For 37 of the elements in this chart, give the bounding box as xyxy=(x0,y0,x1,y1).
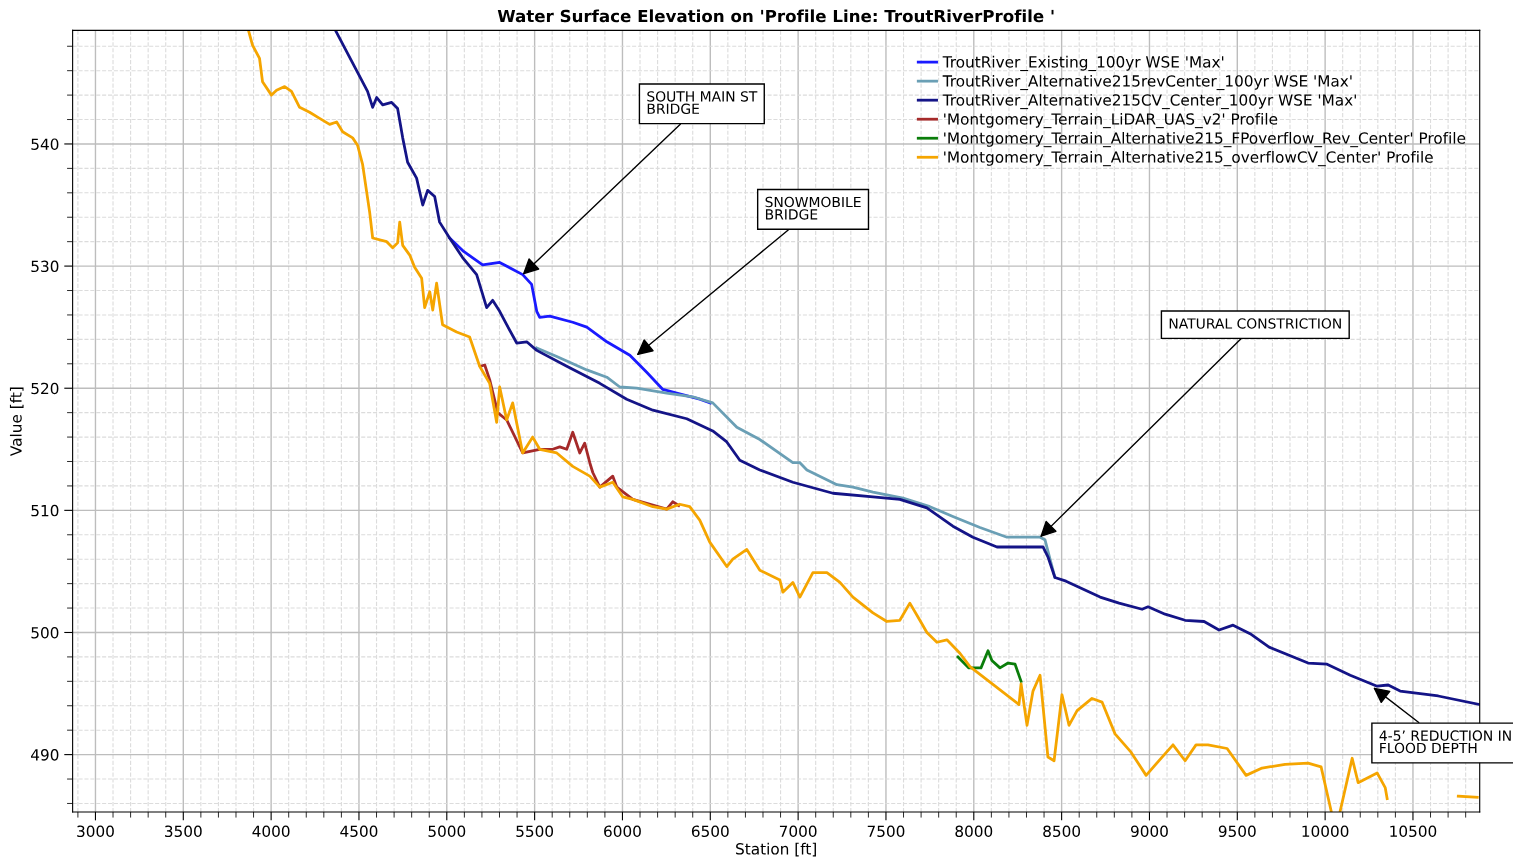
x-tick-label: 10000 xyxy=(1302,825,1349,838)
annotation: SNOWMOBILE BRIDGE xyxy=(765,196,861,220)
annotation: 4-5’ REDUCTION IN FLOOD DEPTH xyxy=(1379,730,1511,754)
annotation: NATURAL CONSTRICTION xyxy=(1169,318,1341,329)
y-tick-label: 510 xyxy=(31,504,59,517)
legend-label: TroutRiver_Alternative215CV_Center_100yr WSE 'Max' xyxy=(942,93,1356,110)
x-tick-label: 9000 xyxy=(1130,825,1168,838)
x-tick-label: 4000 xyxy=(252,825,290,838)
x-tick-label: 8000 xyxy=(955,825,993,838)
x-tick-label: 10500 xyxy=(1390,825,1437,838)
legend-label: 'Montgomery_Terrain_LiDAR_UAS_v2' Profile xyxy=(944,112,1278,129)
x-tick-label: 4500 xyxy=(340,825,378,838)
y-tick-label: 540 xyxy=(31,138,59,150)
x-tick-label: 9500 xyxy=(1218,825,1256,838)
x-tick-label: 6000 xyxy=(604,825,641,838)
legend-label: 'Montgomery_Terrain_Alternative215_overflowCV_Center' Profile xyxy=(944,151,1433,167)
chart-title: Water Surface Elevation on 'Profile Line: TroutRiverProfile ' xyxy=(497,9,1054,23)
legend-label: TroutRiver_Existing_100yr WSE 'Max' xyxy=(942,55,1224,72)
x-tick-label: 6500 xyxy=(691,825,729,838)
y-tick-label: 520 xyxy=(31,382,59,395)
y-tick-label: 530 xyxy=(31,260,59,273)
legend-label: 'Montgomery_Terrain_Alternative215_FPoverflow_Rev_Center' Profile xyxy=(944,131,1466,148)
x-tick-label: 5500 xyxy=(516,825,554,838)
line-series xyxy=(956,649,1023,683)
x-axis-title: Station [ft] xyxy=(736,842,816,857)
y-axis-title: Value [ft] xyxy=(9,387,24,456)
x-tick-label: 7000 xyxy=(779,825,817,838)
x-tick-label: 3000 xyxy=(77,825,114,838)
x-tick-label: 7500 xyxy=(867,825,905,838)
y-tick-label: 500 xyxy=(31,626,59,639)
y-tick-label: 490 xyxy=(31,749,59,761)
annotation: SOUTH MAIN ST BRIDGE xyxy=(647,91,758,115)
x-tick-label: 8500 xyxy=(1043,825,1081,838)
x-tick-label: 5000 xyxy=(428,825,466,838)
x-tick-label: 3500 xyxy=(165,825,202,838)
legend-label: TroutRiver_Alternative215revCenter_100yr WSE 'Max' xyxy=(942,74,1352,91)
line-series xyxy=(334,30,1480,706)
